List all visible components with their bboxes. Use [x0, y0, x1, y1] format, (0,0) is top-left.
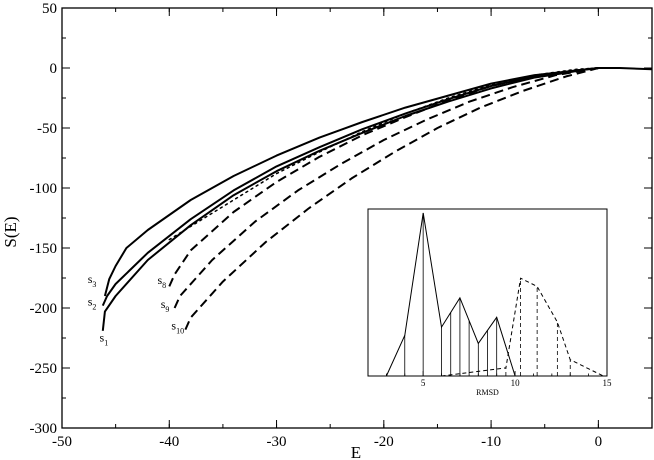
series-line-unnamed-3 — [168, 67, 600, 241]
y-axis-label: S(E) — [1, 216, 20, 247]
y-tick-label: -100 — [30, 181, 58, 197]
y-tick-label: 50 — [42, 1, 57, 17]
curve-label-s2: s2 — [88, 295, 97, 312]
x-tick-label: 0 — [595, 434, 603, 450]
x-tick-label: -10 — [481, 434, 501, 450]
curve-label-s10: s10 — [171, 319, 184, 336]
curve-label-s8: s8 — [157, 273, 166, 290]
curve-label-s1: s1 — [100, 331, 109, 348]
series-line-s10 — [184, 67, 599, 331]
curve-label-s3: s3 — [88, 272, 97, 289]
y-tick-label: -300 — [30, 421, 58, 437]
series-line-s2 — [101, 67, 599, 307]
curve-label-s9: s9 — [161, 297, 170, 314]
inset-plot: 5 10 15 RMSD — [367, 208, 613, 397]
series-line-s3 — [103, 67, 599, 297]
x-tick-label: -50 — [52, 434, 72, 450]
inset-x-tick-label: 10 — [511, 378, 521, 388]
x-tick-label: -20 — [374, 434, 394, 450]
x-tick-label: -30 — [267, 434, 287, 450]
series-line-s8 — [168, 67, 599, 287]
inset-x-axis-label: RMSD — [476, 388, 499, 397]
main-plot-area: -50 -40 -30 -20 -10 0-300-250-200-150-100-500… — [30, 1, 653, 450]
inset-x-tick-label: 15 — [603, 378, 613, 388]
y-tick-label: -200 — [30, 301, 58, 317]
y-tick-label: -150 — [30, 241, 58, 257]
inset-x-tick-label: 5 — [421, 378, 426, 388]
y-tick-label: 0 — [50, 61, 58, 77]
y-tick-label: -50 — [37, 121, 57, 137]
y-tick-label: -250 — [30, 361, 58, 377]
x-tick-label: -40 — [159, 434, 179, 450]
x-axis-label: E — [351, 443, 361, 460]
